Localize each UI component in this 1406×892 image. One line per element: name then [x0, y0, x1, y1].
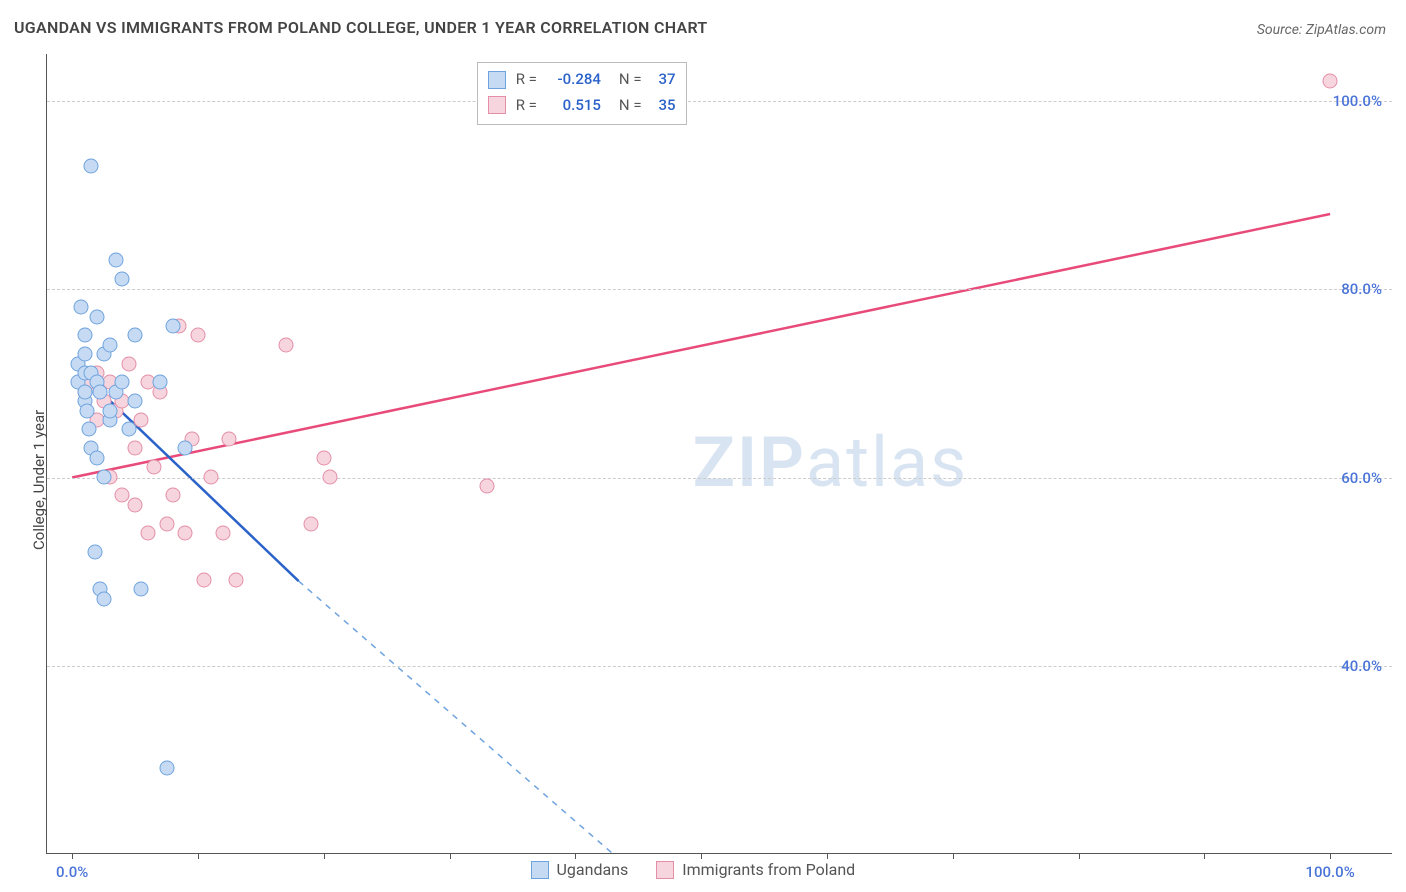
- ugandans-point: [115, 375, 130, 390]
- ugandans-point: [153, 375, 168, 390]
- r-label: R =: [516, 67, 537, 93]
- ugandans-point: [96, 591, 111, 606]
- y-axis-title: College, Under 1 year: [30, 410, 48, 550]
- poland-point: [140, 526, 155, 541]
- swatch-ugandans-icon: [488, 71, 506, 89]
- ugandans-point: [84, 158, 99, 173]
- gridline: [47, 289, 1392, 290]
- r-value-poland: 0.515: [543, 93, 601, 119]
- gridline: [47, 666, 1392, 667]
- n-value-poland: 35: [648, 93, 676, 119]
- ugandans-point: [96, 469, 111, 484]
- poland-point: [190, 328, 205, 343]
- poland-point: [203, 469, 218, 484]
- ugandans-point: [102, 337, 117, 352]
- x-tick: [72, 853, 73, 859]
- ugandans-point: [159, 761, 174, 776]
- poland-point: [146, 460, 161, 475]
- ugandans-point: [128, 328, 143, 343]
- ugandans-point: [87, 544, 102, 559]
- source-attribution: Source: ZipAtlas.com: [1257, 22, 1386, 38]
- ugandans-point: [73, 300, 88, 315]
- poland-point: [216, 526, 231, 541]
- n-value-ugandans: 37: [648, 67, 676, 93]
- ugandans-point: [109, 253, 124, 268]
- trend-lines-layer: [47, 54, 1393, 854]
- chart-container: UGANDAN VS IMMIGRANTS FROM POLAND COLLEG…: [0, 0, 1406, 892]
- series-legend: Ugandans Immigrants from Poland: [531, 860, 856, 879]
- x-tick: [1330, 853, 1331, 859]
- x-tick: [198, 853, 199, 859]
- ugandans-point: [92, 384, 107, 399]
- ugandans-point: [77, 328, 92, 343]
- ugandans-point: [165, 318, 180, 333]
- poland-point: [1323, 74, 1338, 89]
- poland-point: [128, 497, 143, 512]
- y-tick-label: 40.0%: [1341, 657, 1382, 675]
- ugandans-point: [102, 403, 117, 418]
- x-tick-label: 0.0%: [56, 863, 88, 881]
- stats-legend: R = -0.284 N = 37 R = 0.515 N = 35: [477, 62, 687, 125]
- ugandans-point: [121, 422, 136, 437]
- ugandans-point: [134, 582, 149, 597]
- x-tick: [701, 853, 702, 859]
- plot-area: ZIPatlas 40.0%60.0%80.0%100.0%0.0%100.0%: [46, 54, 1392, 854]
- poland-point: [121, 356, 136, 371]
- x-tick: [1079, 853, 1080, 859]
- poland-point: [480, 478, 495, 493]
- legend-label-ugandans: Ugandans: [557, 860, 629, 879]
- poland-point: [159, 516, 174, 531]
- ugandans-point: [115, 271, 130, 286]
- poland-point: [228, 573, 243, 588]
- y-tick-label: 80.0%: [1341, 280, 1382, 298]
- x-tick: [575, 853, 576, 859]
- stats-row-ugandans: R = -0.284 N = 37: [488, 67, 676, 93]
- poland-point: [279, 337, 294, 352]
- gridline: [47, 478, 1392, 479]
- swatch-ugandans-icon: [531, 861, 549, 879]
- poland-point: [165, 488, 180, 503]
- gridline: [47, 101, 1392, 102]
- swatch-poland-icon: [656, 861, 674, 879]
- poland-point: [134, 413, 149, 428]
- ugandans-point: [80, 403, 95, 418]
- chart-title: UGANDAN VS IMMIGRANTS FROM POLAND COLLEG…: [14, 18, 708, 37]
- legend-label-poland: Immigrants from Poland: [682, 860, 855, 879]
- poland-point: [178, 526, 193, 541]
- n-label: N =: [619, 67, 642, 93]
- ugandans-point: [77, 384, 92, 399]
- x-tick: [953, 853, 954, 859]
- poland-point: [304, 516, 319, 531]
- swatch-poland-icon: [488, 96, 506, 114]
- y-tick-label: 100.0%: [1333, 92, 1382, 110]
- ugandans-point: [178, 441, 193, 456]
- poland-point: [222, 431, 237, 446]
- r-value-ugandans: -0.284: [543, 67, 601, 93]
- ugandans-point: [90, 309, 105, 324]
- trend-line: [299, 581, 613, 854]
- x-tick: [827, 853, 828, 859]
- poland-point: [197, 573, 212, 588]
- ugandans-point: [128, 394, 143, 409]
- ugandans-point: [81, 422, 96, 437]
- x-tick-label: 100.0%: [1305, 863, 1354, 881]
- poland-point: [316, 450, 331, 465]
- n-label: N =: [619, 93, 642, 119]
- poland-point: [128, 441, 143, 456]
- r-label: R =: [516, 93, 537, 119]
- stats-row-poland: R = 0.515 N = 35: [488, 93, 676, 119]
- legend-item-poland: Immigrants from Poland: [656, 860, 855, 879]
- x-tick: [1204, 853, 1205, 859]
- x-tick: [324, 853, 325, 859]
- poland-point: [323, 469, 338, 484]
- x-tick: [450, 853, 451, 859]
- trend-line: [72, 214, 1330, 478]
- legend-item-ugandans: Ugandans: [531, 860, 629, 879]
- y-tick-label: 60.0%: [1341, 469, 1382, 487]
- ugandans-point: [77, 347, 92, 362]
- ugandans-point: [90, 450, 105, 465]
